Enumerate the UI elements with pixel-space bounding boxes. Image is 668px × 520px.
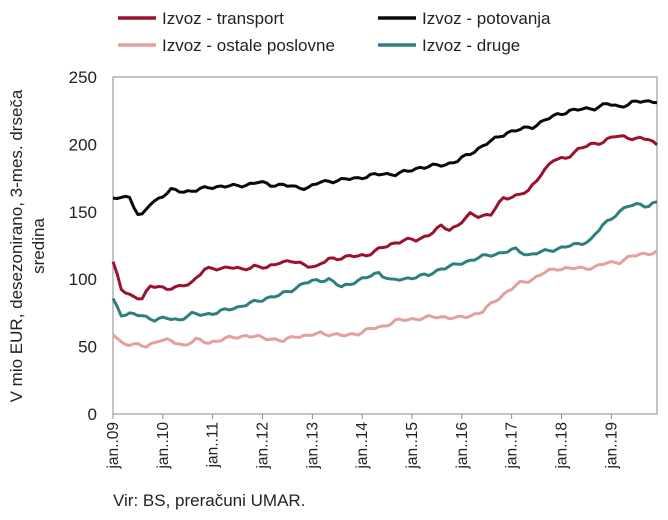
series-line-4 <box>111 200 658 323</box>
y-tick-label: 100 <box>69 270 97 289</box>
x-tick-label: jan..18 <box>553 422 570 470</box>
y-tick-label: 250 <box>69 68 97 87</box>
legend-label: Izvoz - potovanja <box>422 9 551 28</box>
y-tick-label: 0 <box>88 405 97 424</box>
legend-label: Izvoz - transport <box>162 9 284 28</box>
x-tick-label: jan..10 <box>155 422 172 470</box>
x-tick-label: jan..17 <box>504 422 521 470</box>
x-axis-ticks: jan..09 jan..10 jan..11 jan..12 jan..13 jan..… <box>105 414 620 470</box>
y-axis-ticks: 0 50 100 150 200 250 <box>69 68 97 424</box>
plot-area <box>112 76 658 415</box>
x-tick-label: jan..19 <box>603 422 620 470</box>
y-tick-label: 50 <box>78 338 97 357</box>
y-axis-label-line: V mio EUR, desezonirano, 3-mes. drseča <box>7 89 26 402</box>
x-tick-label: jan..13 <box>304 422 321 470</box>
x-tick-label: jan..11 <box>205 422 222 468</box>
y-tick-label: 200 <box>69 135 97 154</box>
y-axis-label-line: sredina <box>29 218 48 274</box>
source-note: Vir: BS, preračuni UMAR. <box>113 491 305 510</box>
legend-label: Izvoz - druge <box>422 36 520 55</box>
y-tick-label: 150 <box>69 203 97 222</box>
legend: Izvoz - transport Izvoz - potovanja Izvoz … <box>118 9 551 55</box>
x-tick-label: jan..14 <box>354 422 371 470</box>
series-line-3 <box>112 249 658 349</box>
x-tick-label: jan..16 <box>454 422 471 470</box>
series-line-2 <box>112 99 658 216</box>
series-line-1 <box>111 134 658 301</box>
series-lines <box>111 99 658 349</box>
x-tick-label: jan..15 <box>404 422 421 470</box>
plot-border <box>112 76 658 415</box>
x-tick-label: jan..09 <box>105 422 122 470</box>
x-tick-label: jan..12 <box>254 422 271 470</box>
legend-label: Izvoz - ostale poslovne <box>162 36 335 55</box>
y-axis-label: V mio EUR, desezonirano, 3-mes. drseča sr… <box>7 89 48 402</box>
